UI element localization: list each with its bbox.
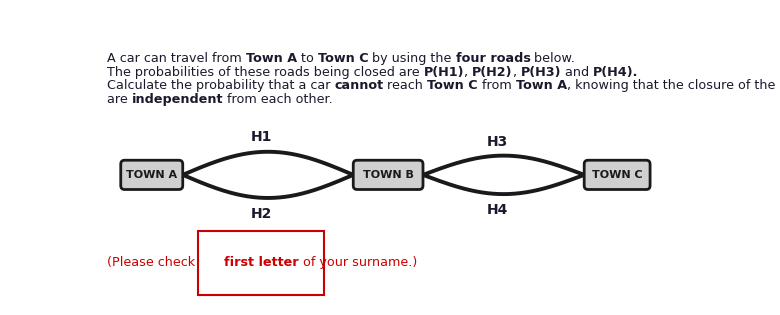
Text: reach: reach <box>384 79 427 92</box>
Text: A car can travel from: A car can travel from <box>107 52 246 65</box>
FancyBboxPatch shape <box>353 160 423 190</box>
Text: P(H1): P(H1) <box>424 66 464 78</box>
Text: ,: , <box>512 66 521 78</box>
Text: TOWN A: TOWN A <box>126 170 177 180</box>
Text: , knowing that the closure of the roads: , knowing that the closure of the roads <box>567 79 780 92</box>
Text: TOWN C: TOWN C <box>592 170 643 180</box>
FancyBboxPatch shape <box>121 160 183 190</box>
Text: of your surname.): of your surname.) <box>299 256 417 269</box>
Text: Calculate the probability that a car: Calculate the probability that a car <box>107 79 335 92</box>
FancyBboxPatch shape <box>584 160 650 190</box>
Text: H1: H1 <box>251 130 272 144</box>
Text: H2: H2 <box>251 207 272 221</box>
Text: Town C: Town C <box>317 52 368 65</box>
Text: by using the: by using the <box>368 52 456 65</box>
Text: independent: independent <box>132 93 223 106</box>
Text: TOWN B: TOWN B <box>363 170 413 180</box>
Text: ,: , <box>464 66 472 78</box>
Text: (Please check the: (Please check the <box>107 256 224 269</box>
Text: to: to <box>296 52 317 65</box>
Text: and: and <box>561 66 594 78</box>
Text: P(H4).: P(H4). <box>594 66 639 78</box>
Text: are: are <box>107 93 132 106</box>
Text: below.: below. <box>530 52 576 65</box>
Text: four roads: four roads <box>456 52 530 65</box>
Text: P(H3): P(H3) <box>521 66 561 78</box>
Text: The probabilities of these roads being closed are: The probabilities of these roads being c… <box>107 66 424 78</box>
Text: from: from <box>478 79 516 92</box>
Text: first letter: first letter <box>224 256 299 269</box>
Text: cannot: cannot <box>335 79 384 92</box>
Text: H4: H4 <box>487 203 508 217</box>
Text: P(H2): P(H2) <box>472 66 512 78</box>
Text: H3: H3 <box>487 135 508 149</box>
Text: Town C: Town C <box>427 79 478 92</box>
Text: from each other.: from each other. <box>223 93 333 106</box>
Text: Town A: Town A <box>516 79 567 92</box>
Text: Town A: Town A <box>246 52 296 65</box>
